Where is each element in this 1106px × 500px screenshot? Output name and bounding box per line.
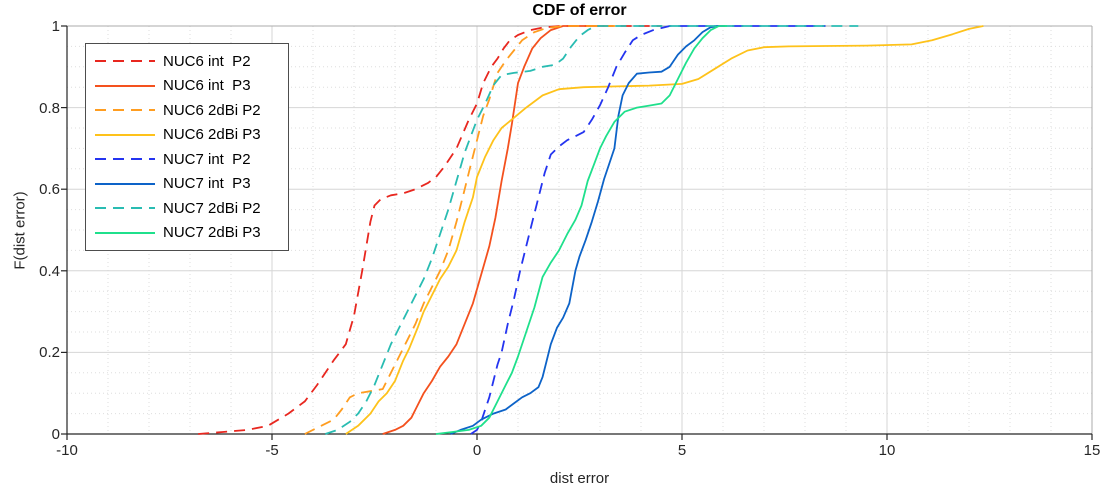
- legend-swatch-dashed-line: [95, 158, 155, 161]
- legend: NUC6 int P2 NUC6 int P3 NUC6 2dBi P2 NUC6 2…: [85, 43, 289, 251]
- legend-item: NUC6 int P3: [94, 74, 288, 99]
- legend-label: NUC6 2dBi P3: [163, 126, 261, 144]
- legend-item: NUC7 int P2: [94, 147, 288, 172]
- y-tick-label: 0.2: [39, 344, 60, 362]
- y-axis-label: F(dist error): [11, 191, 29, 270]
- legend-label: NUC7 2dBi P3: [163, 224, 261, 242]
- series-curve-nuc7-2dbi-p2: [325, 25, 859, 435]
- legend-label: NUC7 2dBi P2: [163, 199, 261, 217]
- x-tick-label: -5: [265, 442, 279, 459]
- series-curve-nuc7-int-p2: [470, 25, 826, 435]
- legend-item: NUC7 2dBi P3: [94, 221, 288, 246]
- series-curve-nuc7-2dbi-p3: [435, 25, 728, 435]
- legend-item: NUC7 2dBi P2: [94, 196, 288, 221]
- legend-label: NUC6 int P2: [163, 52, 251, 70]
- series-curve-nuc6-2dbi-p3: [345, 25, 984, 435]
- y-tick-label: 1: [51, 18, 60, 35]
- legend-swatch-dashed-line: [95, 207, 155, 210]
- legend-swatch-dashed-line: [95, 60, 155, 63]
- x-tick-label: 10: [878, 442, 896, 459]
- legend-label: NUC6 2dBi P2: [163, 101, 261, 119]
- x-tick-label: -10: [56, 442, 78, 459]
- legend-label: NUC7 int P2: [163, 150, 251, 168]
- series-curve-nuc6-int-p2: [198, 25, 662, 435]
- y-tick-label: 0.8: [39, 99, 60, 117]
- series-curve-nuc6-2dbi-p2: [304, 25, 617, 435]
- legend-item: NUC7 int P3: [94, 172, 288, 197]
- series-curve-nuc6-int-p3: [382, 25, 609, 435]
- legend-item: NUC6 2dBi P3: [94, 123, 288, 148]
- x-tick-label: 0: [472, 442, 482, 459]
- series-curve-nuc7-int-p3: [450, 25, 720, 435]
- legend-swatch-dashed-line: [95, 109, 155, 112]
- y-tick-label: 0.6: [39, 181, 60, 199]
- y-tick-label: 0.4: [39, 262, 60, 280]
- y-tick-label: 0: [51, 426, 60, 443]
- legend-item: NUC6 int P2: [94, 49, 288, 74]
- x-axis-label: dist error: [549, 470, 610, 487]
- legend-label: NUC6 int P3: [163, 77, 251, 95]
- chart-canvas: [61, 25, 1093, 440]
- chart-title: CDF of error: [532, 2, 627, 19]
- legend-swatch-solid-line: [95, 182, 155, 185]
- legend-swatch-solid-line: [95, 84, 155, 87]
- legend-label: NUC7 int P3: [163, 175, 251, 193]
- legend-item: NUC6 2dBi P2: [94, 98, 288, 123]
- x-tick-label: 15: [1083, 442, 1101, 459]
- legend-swatch-solid-line: [95, 231, 155, 234]
- x-tick-label: 5: [677, 442, 687, 459]
- plot-area: [61, 25, 1093, 440]
- legend-swatch-solid-line: [95, 133, 155, 136]
